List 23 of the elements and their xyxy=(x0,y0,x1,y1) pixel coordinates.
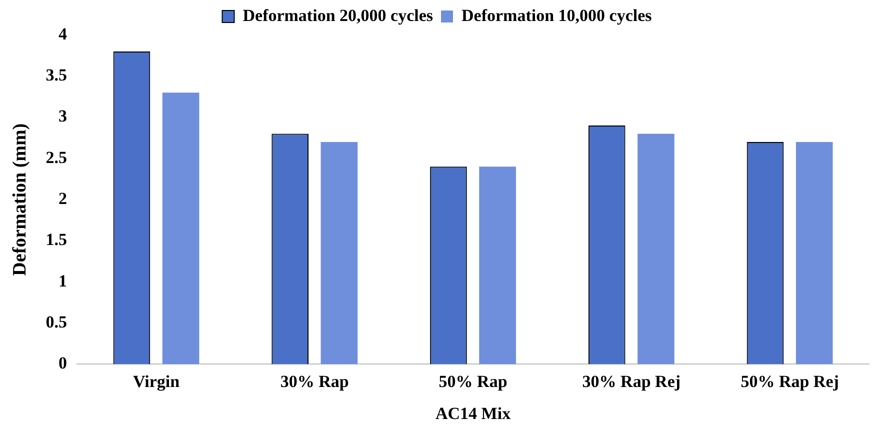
y-tick-label: 0.5 xyxy=(46,312,68,332)
bar xyxy=(162,92,200,364)
y-tick-label: 3.5 xyxy=(46,66,68,85)
x-tick-label: 50% Rap Rej xyxy=(740,372,839,391)
y-tick-label: 2 xyxy=(58,188,68,208)
x-tick-label: Virgin xyxy=(132,372,180,391)
bar xyxy=(638,134,674,364)
y-tick-label: 2.5 xyxy=(46,148,68,167)
x-axis-title: AC14 Mix xyxy=(435,404,512,424)
x-tick-label: 50% Rap xyxy=(438,372,508,391)
bar xyxy=(320,142,358,364)
bar xyxy=(796,142,833,364)
y-tick-label: 4 xyxy=(58,24,68,44)
bar xyxy=(479,166,516,364)
y-axis-title: Deformation (mm) xyxy=(9,123,30,276)
legend-label: Deformation 10,000 cycles xyxy=(462,6,652,25)
y-tick-label: 1.5 xyxy=(46,230,68,250)
x-tick-label: 30% Rap Rej xyxy=(582,372,681,391)
y-tick-label: 3 xyxy=(58,106,68,126)
y-tick-label: 1 xyxy=(58,271,68,290)
y-tick-label: 0 xyxy=(58,354,68,373)
legend-label: Deformation 20,000 cycles xyxy=(242,6,434,25)
x-tick-label: 30% Rap xyxy=(280,372,349,391)
